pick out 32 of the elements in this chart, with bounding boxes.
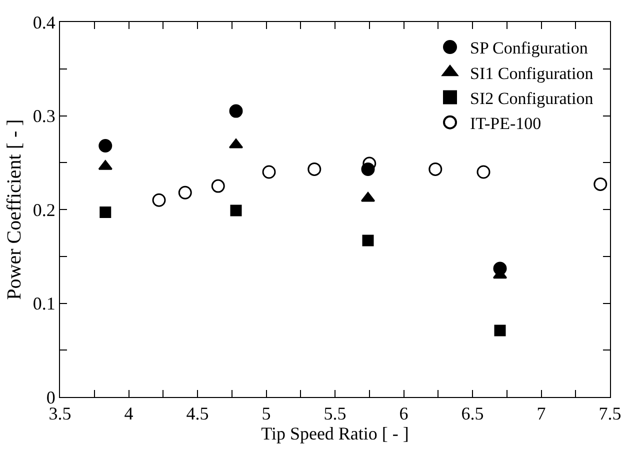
- x-tick-label: 7.5: [598, 404, 622, 424]
- y-tick-label: 0.4: [32, 12, 56, 32]
- point: [362, 234, 374, 246]
- point: [98, 139, 112, 152]
- legend-label: SI1 Configuration: [470, 64, 594, 83]
- x-tick-label: 6: [399, 404, 408, 424]
- y-tick-label: 0.2: [32, 200, 56, 220]
- x-tick-label: 5.5: [324, 404, 346, 424]
- point: [494, 324, 506, 336]
- y-tick-label: 0.3: [32, 106, 56, 126]
- y-axis-title: Power Coefficient [ - ]: [3, 119, 26, 300]
- point: [594, 177, 608, 191]
- y-tick-label: 0.1: [32, 294, 56, 314]
- point: [178, 186, 192, 200]
- legend-label: IT-PE-100: [470, 114, 542, 133]
- point: [229, 104, 243, 118]
- point: [100, 206, 112, 218]
- point: [476, 165, 490, 179]
- point: [428, 162, 442, 176]
- x-tick-label: 4: [124, 404, 134, 424]
- x-axis-title: Tip Speed Ratio [ - ]: [261, 424, 409, 444]
- x-tick-label: 6.5: [461, 404, 484, 424]
- legend-label: SP Configuration: [470, 38, 588, 58]
- point: [262, 165, 276, 179]
- x-tick-label: 5: [262, 404, 271, 424]
- x-tick-label: 4.5: [186, 404, 209, 424]
- legend-label: SI2 Configuration: [470, 88, 594, 108]
- x-tick-label: 7: [536, 404, 546, 424]
- point: [211, 179, 225, 193]
- point: [230, 204, 242, 216]
- point: [152, 193, 166, 207]
- point: [308, 162, 322, 176]
